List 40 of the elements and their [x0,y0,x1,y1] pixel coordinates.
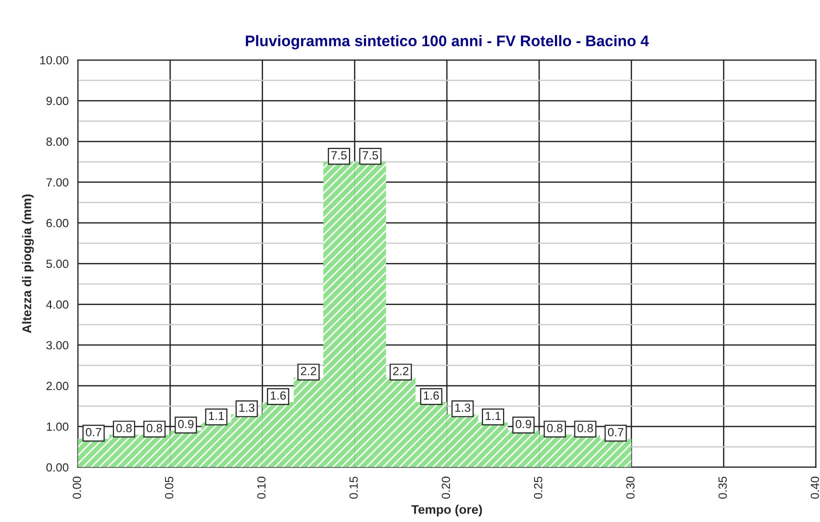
y-tick-label: 6.00 [46,218,68,228]
data-label: 0.7 [86,428,102,436]
x-tick-label: 0.05 [164,476,174,499]
x-tick-label: 0.20 [442,476,450,499]
data-label: 0.9 [178,420,194,428]
x-axis-title: Tempo (ore) [411,504,482,516]
x-tick-label: 0.10 [257,476,266,499]
x-tick-label: 0.40 [810,476,820,499]
y-tick-label: 3.00 [46,341,68,350]
x-tick-label: 0.15 [349,476,358,499]
data-label: 7.5 [362,151,378,160]
x-tick-label: 0.25 [534,476,542,499]
data-label: 0.8 [146,424,162,432]
data-label: 0.8 [547,424,563,432]
data-label: 0.8 [116,424,132,432]
y-tick-label: 0.00 [46,463,68,472]
x-tick-label: 0.30 [626,476,635,499]
y-tick-label: 10.00 [40,56,68,64]
data-label: 1.1 [208,412,224,420]
y-axis-title: Altezza di pioggia (mm) [22,194,34,334]
x-tick-label: 0.35 [718,476,727,499]
chart-title: Pluviogramma sintetico 100 anni - FV Rotello - Bacino 4 [246,35,649,50]
data-label: 1.3 [455,404,470,412]
data-label: 1.1 [486,412,501,420]
data-label: 1.6 [270,391,286,400]
data-label: 0.8 [578,424,593,432]
data-label: 0.9 [516,420,532,428]
y-tick-label: 1.00 [46,422,68,431]
y-tick-label: 9.00 [46,96,68,106]
y-tick-label: 2.00 [46,382,68,390]
data-label: 7.5 [331,151,347,160]
data-label: 0.7 [608,428,624,436]
y-tick-label: 5.00 [46,260,68,268]
data-label: 1.3 [239,404,254,412]
data-label: 2.2 [393,366,408,376]
y-tick-label: 7.00 [46,178,68,187]
data-label: 1.6 [424,391,439,400]
y-tick-label: 8.00 [46,137,68,146]
y-tick-label: 4.00 [46,300,68,309]
data-label: 2.2 [300,366,316,376]
